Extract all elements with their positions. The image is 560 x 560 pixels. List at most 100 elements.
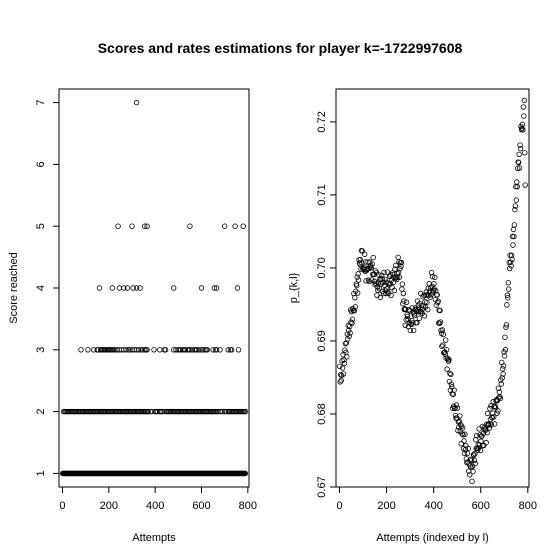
data-point — [144, 347, 150, 353]
data-point — [471, 457, 478, 464]
data-point — [521, 97, 527, 104]
data-point — [370, 254, 376, 261]
data-point — [499, 366, 506, 372]
data-point — [487, 405, 493, 412]
x-tick-label: 800 — [239, 500, 257, 512]
data-point — [362, 251, 368, 257]
data-point — [403, 317, 409, 323]
data-point — [434, 292, 440, 298]
chart-panel-2: 0 200 400 600 800 0.67 0.68 0.69 0.70 0.71 0.72 Att… — [288, 88, 537, 544]
data-point — [398, 263, 404, 270]
data-point — [477, 447, 484, 454]
y-tick-label: 5 — [35, 223, 47, 229]
data-point — [124, 285, 131, 291]
data-point — [217, 347, 223, 353]
data-point — [346, 327, 352, 334]
data-point — [514, 179, 520, 185]
data-point — [491, 421, 498, 427]
data-point — [516, 165, 523, 171]
data-point — [416, 315, 423, 321]
data-point — [162, 347, 169, 353]
data-point — [376, 285, 383, 292]
data-point — [435, 298, 441, 304]
data-point — [476, 426, 482, 432]
data-point — [458, 440, 464, 447]
data-point — [232, 223, 238, 229]
data-point — [429, 273, 436, 280]
data-point — [467, 463, 473, 469]
data-point — [472, 460, 479, 467]
x-axis-label: Attempts — [132, 532, 176, 544]
data-point — [133, 99, 140, 106]
data-point — [439, 343, 445, 350]
data-point — [130, 285, 136, 291]
data-point — [144, 223, 150, 229]
data-point — [384, 269, 391, 275]
data-point — [351, 308, 358, 314]
chart-panel-1: 0 200 400 600 800 1 2 3 4 5 6 7 Attempts Score reache… — [8, 88, 257, 544]
data-point — [494, 410, 500, 416]
x-tick-label: 200 — [100, 500, 118, 512]
data-point — [393, 262, 399, 269]
data-point — [454, 405, 461, 411]
data-point — [368, 262, 374, 269]
data-point — [121, 285, 127, 291]
data-point — [483, 439, 489, 446]
plot-frame — [58, 88, 250, 488]
data-point — [408, 321, 415, 328]
data-point — [426, 288, 433, 294]
data-point — [133, 285, 140, 291]
data-point — [213, 347, 220, 353]
x-tick-label: 0 — [59, 500, 65, 512]
data-point — [437, 319, 444, 325]
data-point — [510, 242, 516, 248]
data-point — [411, 312, 418, 319]
data-point — [349, 316, 356, 323]
data-point — [357, 256, 364, 263]
data-point — [204, 347, 210, 353]
data-point — [432, 274, 438, 281]
data-point — [497, 395, 503, 402]
data-point — [137, 285, 143, 291]
data-point — [109, 285, 115, 291]
data-point — [515, 159, 521, 165]
data-point — [506, 286, 512, 292]
x-tick-label: 400 — [424, 500, 442, 512]
y-tick-label: 0.68 — [316, 403, 328, 424]
data-point — [340, 371, 347, 377]
data-point — [405, 316, 411, 323]
data-point — [352, 294, 358, 301]
data-point — [461, 438, 467, 444]
data-point — [363, 278, 369, 284]
chart-title: Scores and rates estimations for player … — [97, 40, 463, 56]
data-point — [129, 223, 135, 229]
data-point — [242, 408, 249, 415]
data-point — [352, 304, 358, 310]
data-point — [484, 429, 490, 436]
data-point — [486, 422, 492, 428]
data-point — [400, 290, 407, 297]
data-point — [496, 394, 502, 401]
data-point — [354, 290, 361, 296]
data-point — [339, 365, 346, 371]
data-point — [142, 223, 148, 229]
data-point — [85, 347, 91, 353]
data-point — [453, 402, 460, 408]
data-point — [410, 327, 417, 334]
data-point — [431, 281, 437, 287]
x-tick-label: 600 — [192, 500, 210, 512]
data-point — [498, 381, 504, 387]
data-point — [373, 280, 379, 287]
data-point — [478, 438, 484, 444]
data-point — [508, 263, 514, 269]
data-point — [511, 222, 518, 228]
data-point — [337, 379, 343, 385]
data-point — [407, 327, 414, 334]
data-point — [242, 470, 248, 477]
data-point — [517, 142, 523, 148]
data-point — [388, 292, 394, 299]
data-point — [503, 324, 509, 330]
data-point — [391, 287, 398, 294]
data-point — [507, 265, 513, 272]
